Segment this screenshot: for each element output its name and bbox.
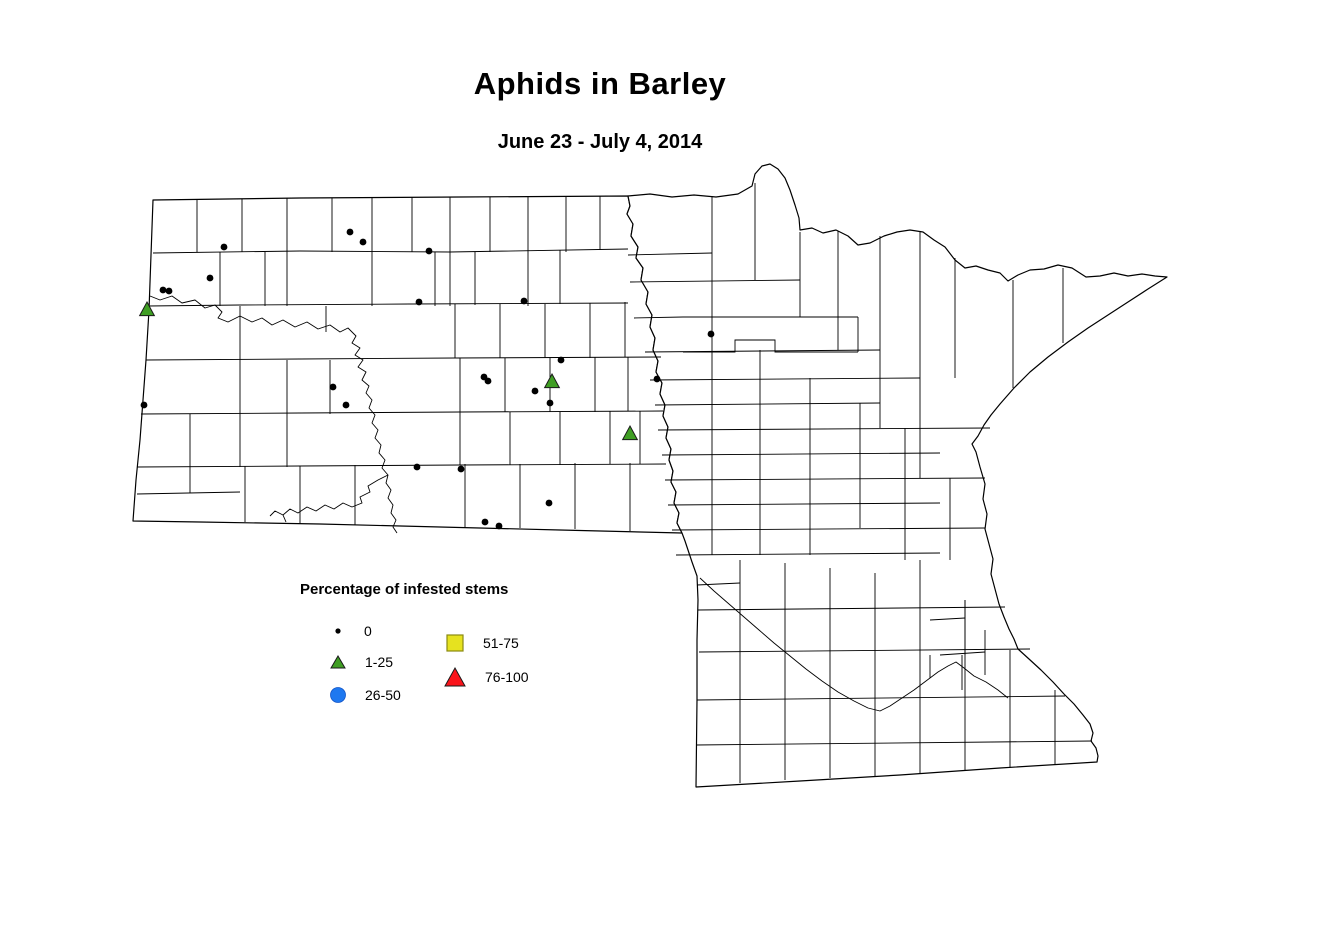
page-title: Aphids in Barley [473, 66, 727, 101]
site-markers [138, 228, 715, 530]
site-marker [457, 465, 465, 473]
site-marker [481, 518, 489, 526]
legend-title: Percentage of infested stems [300, 581, 509, 598]
site-marker [220, 243, 228, 251]
legend-label: 0 [364, 623, 372, 639]
site-marker [484, 377, 492, 385]
site-marker [165, 287, 173, 295]
legend-item-0: 0 [330, 623, 372, 639]
legend-item-4: 76-100 [443, 666, 529, 688]
green-triangle-icon [330, 655, 346, 669]
missouri-river [149, 295, 398, 534]
site-marker [413, 463, 421, 471]
site-marker [545, 499, 553, 507]
legend-item-3: 51-75 [445, 633, 519, 653]
site-marker [206, 274, 214, 282]
site-marker [359, 238, 367, 246]
site-marker [495, 522, 503, 530]
site-marker [531, 387, 539, 395]
site-marker [557, 356, 565, 364]
legend-label: 1-25 [365, 654, 394, 670]
site-marker [543, 372, 561, 389]
yellow-square-icon [446, 634, 464, 652]
site-marker [329, 383, 337, 391]
site-marker [342, 401, 350, 409]
legend-label: 26-50 [365, 687, 401, 703]
page-subtitle: June 23 - July 4, 2014 [497, 131, 703, 153]
legend-item-2: 26-50 [329, 686, 401, 704]
site-marker [346, 228, 354, 236]
minnesota-river [699, 577, 1009, 712]
site-marker [140, 401, 148, 409]
site-marker [425, 247, 433, 255]
minnesota-county-lines [627, 183, 1093, 783]
small-black-dot-icon [335, 628, 341, 634]
site-marker [415, 298, 423, 306]
legend-item-1: 1-25 [329, 654, 393, 670]
site-marker [621, 424, 639, 441]
site-marker [138, 300, 156, 317]
site-marker [546, 399, 554, 407]
legend-label: 76-100 [485, 669, 529, 685]
site-marker [159, 286, 167, 294]
site-marker [520, 297, 528, 305]
site-marker [653, 375, 661, 383]
minnesota-outline [626, 163, 1168, 788]
legend-label: 51-75 [483, 635, 519, 651]
site-marker [707, 330, 715, 338]
red-triangle-icon [444, 666, 466, 687]
blue-circle-icon [330, 687, 346, 703]
